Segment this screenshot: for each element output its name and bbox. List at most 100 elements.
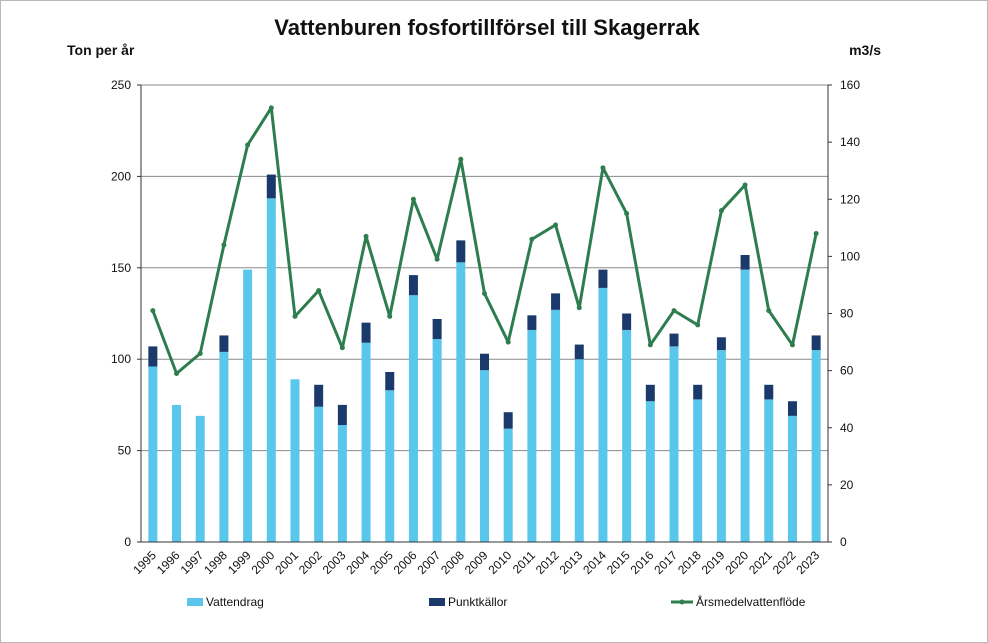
- left-axis-ticks: 0 50 100 150 200 250: [111, 78, 131, 549]
- bar-punktkallor-2016: [645, 384, 655, 402]
- bar-punktkallor-2010: [503, 412, 513, 429]
- bar-punktkallor-2003: [337, 404, 347, 426]
- x-tick-label: 2019: [699, 548, 728, 577]
- x-tick-label: 2006: [391, 548, 420, 577]
- line-point-2012: [553, 222, 559, 228]
- left-tick-label: 100: [111, 352, 131, 366]
- x-tick-label: 2011: [510, 548, 538, 576]
- line-series-group: [150, 105, 819, 376]
- x-tick-label: 2001: [272, 548, 301, 577]
- x-tick-label: 2023: [793, 548, 822, 577]
- right-tick-label: 80: [840, 307, 854, 321]
- legend-label-punktkallor: Punktkällor: [448, 595, 507, 609]
- right-tick-label: 140: [840, 135, 860, 149]
- left-tick-label: 150: [111, 261, 131, 275]
- bar-punktkallor-2018: [693, 384, 703, 400]
- line-point-2017: [671, 308, 677, 314]
- line-point-1996: [174, 370, 180, 376]
- bar-vattendrag-2008: [456, 262, 466, 542]
- bar-vattendrag-2003: [337, 425, 347, 542]
- line-point-1998: [221, 242, 227, 248]
- line-point-2010: [505, 339, 511, 345]
- bar-vattendrag-2014: [598, 287, 608, 542]
- x-tick-label: 2016: [628, 548, 657, 577]
- line-point-2019: [718, 208, 724, 214]
- x-tick-label: 1998: [201, 548, 230, 577]
- line-point-2022: [789, 342, 795, 348]
- right-tick-label: 160: [840, 78, 860, 92]
- bar-punktkallor-1998: [219, 335, 229, 352]
- bar-vattendrag-2020: [740, 269, 750, 542]
- line-point-1999: [245, 142, 251, 148]
- x-tick-label: 1996: [154, 548, 183, 577]
- x-tick-label: 2010: [486, 548, 515, 577]
- line-point-2020: [742, 182, 748, 188]
- bar-vattendrag-2016: [645, 401, 655, 542]
- line-point-2007: [434, 256, 440, 262]
- line-point-2008: [458, 156, 464, 162]
- bar-vattendrag-2007: [432, 339, 442, 542]
- bar-vattendrag-2023: [811, 350, 821, 542]
- bar-punktkallor-2023: [811, 335, 821, 351]
- bar-vattendrag-2000: [266, 198, 276, 542]
- bar-punktkallor-2011: [527, 315, 537, 330]
- bar-vattendrag-2009: [480, 370, 489, 542]
- line-point-2003: [339, 345, 345, 351]
- x-tick-label: 2012: [533, 548, 562, 577]
- left-axis-unit-label: Ton per år: [67, 42, 135, 58]
- bar-punktkallor-2002: [314, 384, 324, 407]
- x-axis-ticks: 1995199619971998199920002001200220032004…: [130, 548, 822, 577]
- bar-punktkallor-2013: [574, 344, 584, 360]
- line-point-2009: [482, 291, 487, 297]
- line-point-2011: [529, 236, 535, 242]
- x-tick-label: 2003: [320, 548, 349, 577]
- bar-punktkallor-2004: [361, 322, 371, 343]
- x-tick-label: 2018: [675, 548, 704, 577]
- left-tick-label: 200: [111, 169, 131, 183]
- x-tick-label: 2014: [580, 548, 609, 577]
- axes: [137, 84, 832, 543]
- left-tick-label: 50: [118, 444, 132, 458]
- right-tick-label: 20: [840, 478, 854, 492]
- bar-punktkallor-2021: [764, 384, 774, 400]
- x-tick-label: 2013: [557, 548, 586, 577]
- bar-vattendrag-2011: [527, 329, 537, 542]
- bar-vattendrag-2010: [503, 428, 513, 542]
- bar-punktkallor-2015: [622, 313, 632, 330]
- line-point-2001: [292, 313, 298, 319]
- x-tick-label: 1997: [178, 548, 207, 577]
- right-axis-unit-label: m3/s: [849, 42, 881, 58]
- line-point-2023: [813, 231, 819, 237]
- x-tick-label: 2002: [296, 548, 325, 577]
- gridlines: [141, 84, 828, 452]
- bar-punktkallor-2008: [456, 240, 466, 263]
- bar-punktkallor-2017: [669, 333, 679, 347]
- x-tick-label: 2009: [462, 548, 491, 577]
- line-point-2005: [387, 313, 393, 319]
- right-tick-label: 120: [840, 192, 860, 206]
- x-tick-label: 1995: [130, 548, 159, 577]
- right-tick-label: 0: [840, 535, 847, 549]
- line-point-2016: [647, 342, 653, 348]
- left-tick-label: 250: [111, 78, 131, 92]
- bar-punktkallor-2007: [432, 318, 442, 340]
- line-point-2004: [363, 233, 369, 239]
- bar-punktkallor-2012: [551, 293, 561, 310]
- chart-title: Vattenburen fosfortillförsel till Skager…: [274, 15, 700, 40]
- x-tick-label: 2021: [746, 548, 775, 577]
- right-axis-ticks: 0 20 40 60 80 100 120 140 160: [840, 78, 860, 549]
- right-tick-label: 40: [840, 421, 854, 435]
- bar-punktkallor-2020: [740, 255, 750, 270]
- x-tick-label: 2007: [414, 548, 443, 577]
- bar-punktkallor-2014: [598, 269, 608, 288]
- bar-vattendrag-2013: [574, 359, 584, 542]
- bar-vattendrag-2019: [716, 350, 726, 542]
- bar-vattendrag-2018: [693, 399, 703, 542]
- line-point-2013: [576, 305, 582, 311]
- bar-vattendrag-1998: [219, 351, 229, 542]
- bar-punktkallor-2009: [480, 353, 489, 371]
- legend-marker-arsmedelvattenflode: [679, 599, 685, 605]
- x-tick-label: 2008: [438, 548, 467, 577]
